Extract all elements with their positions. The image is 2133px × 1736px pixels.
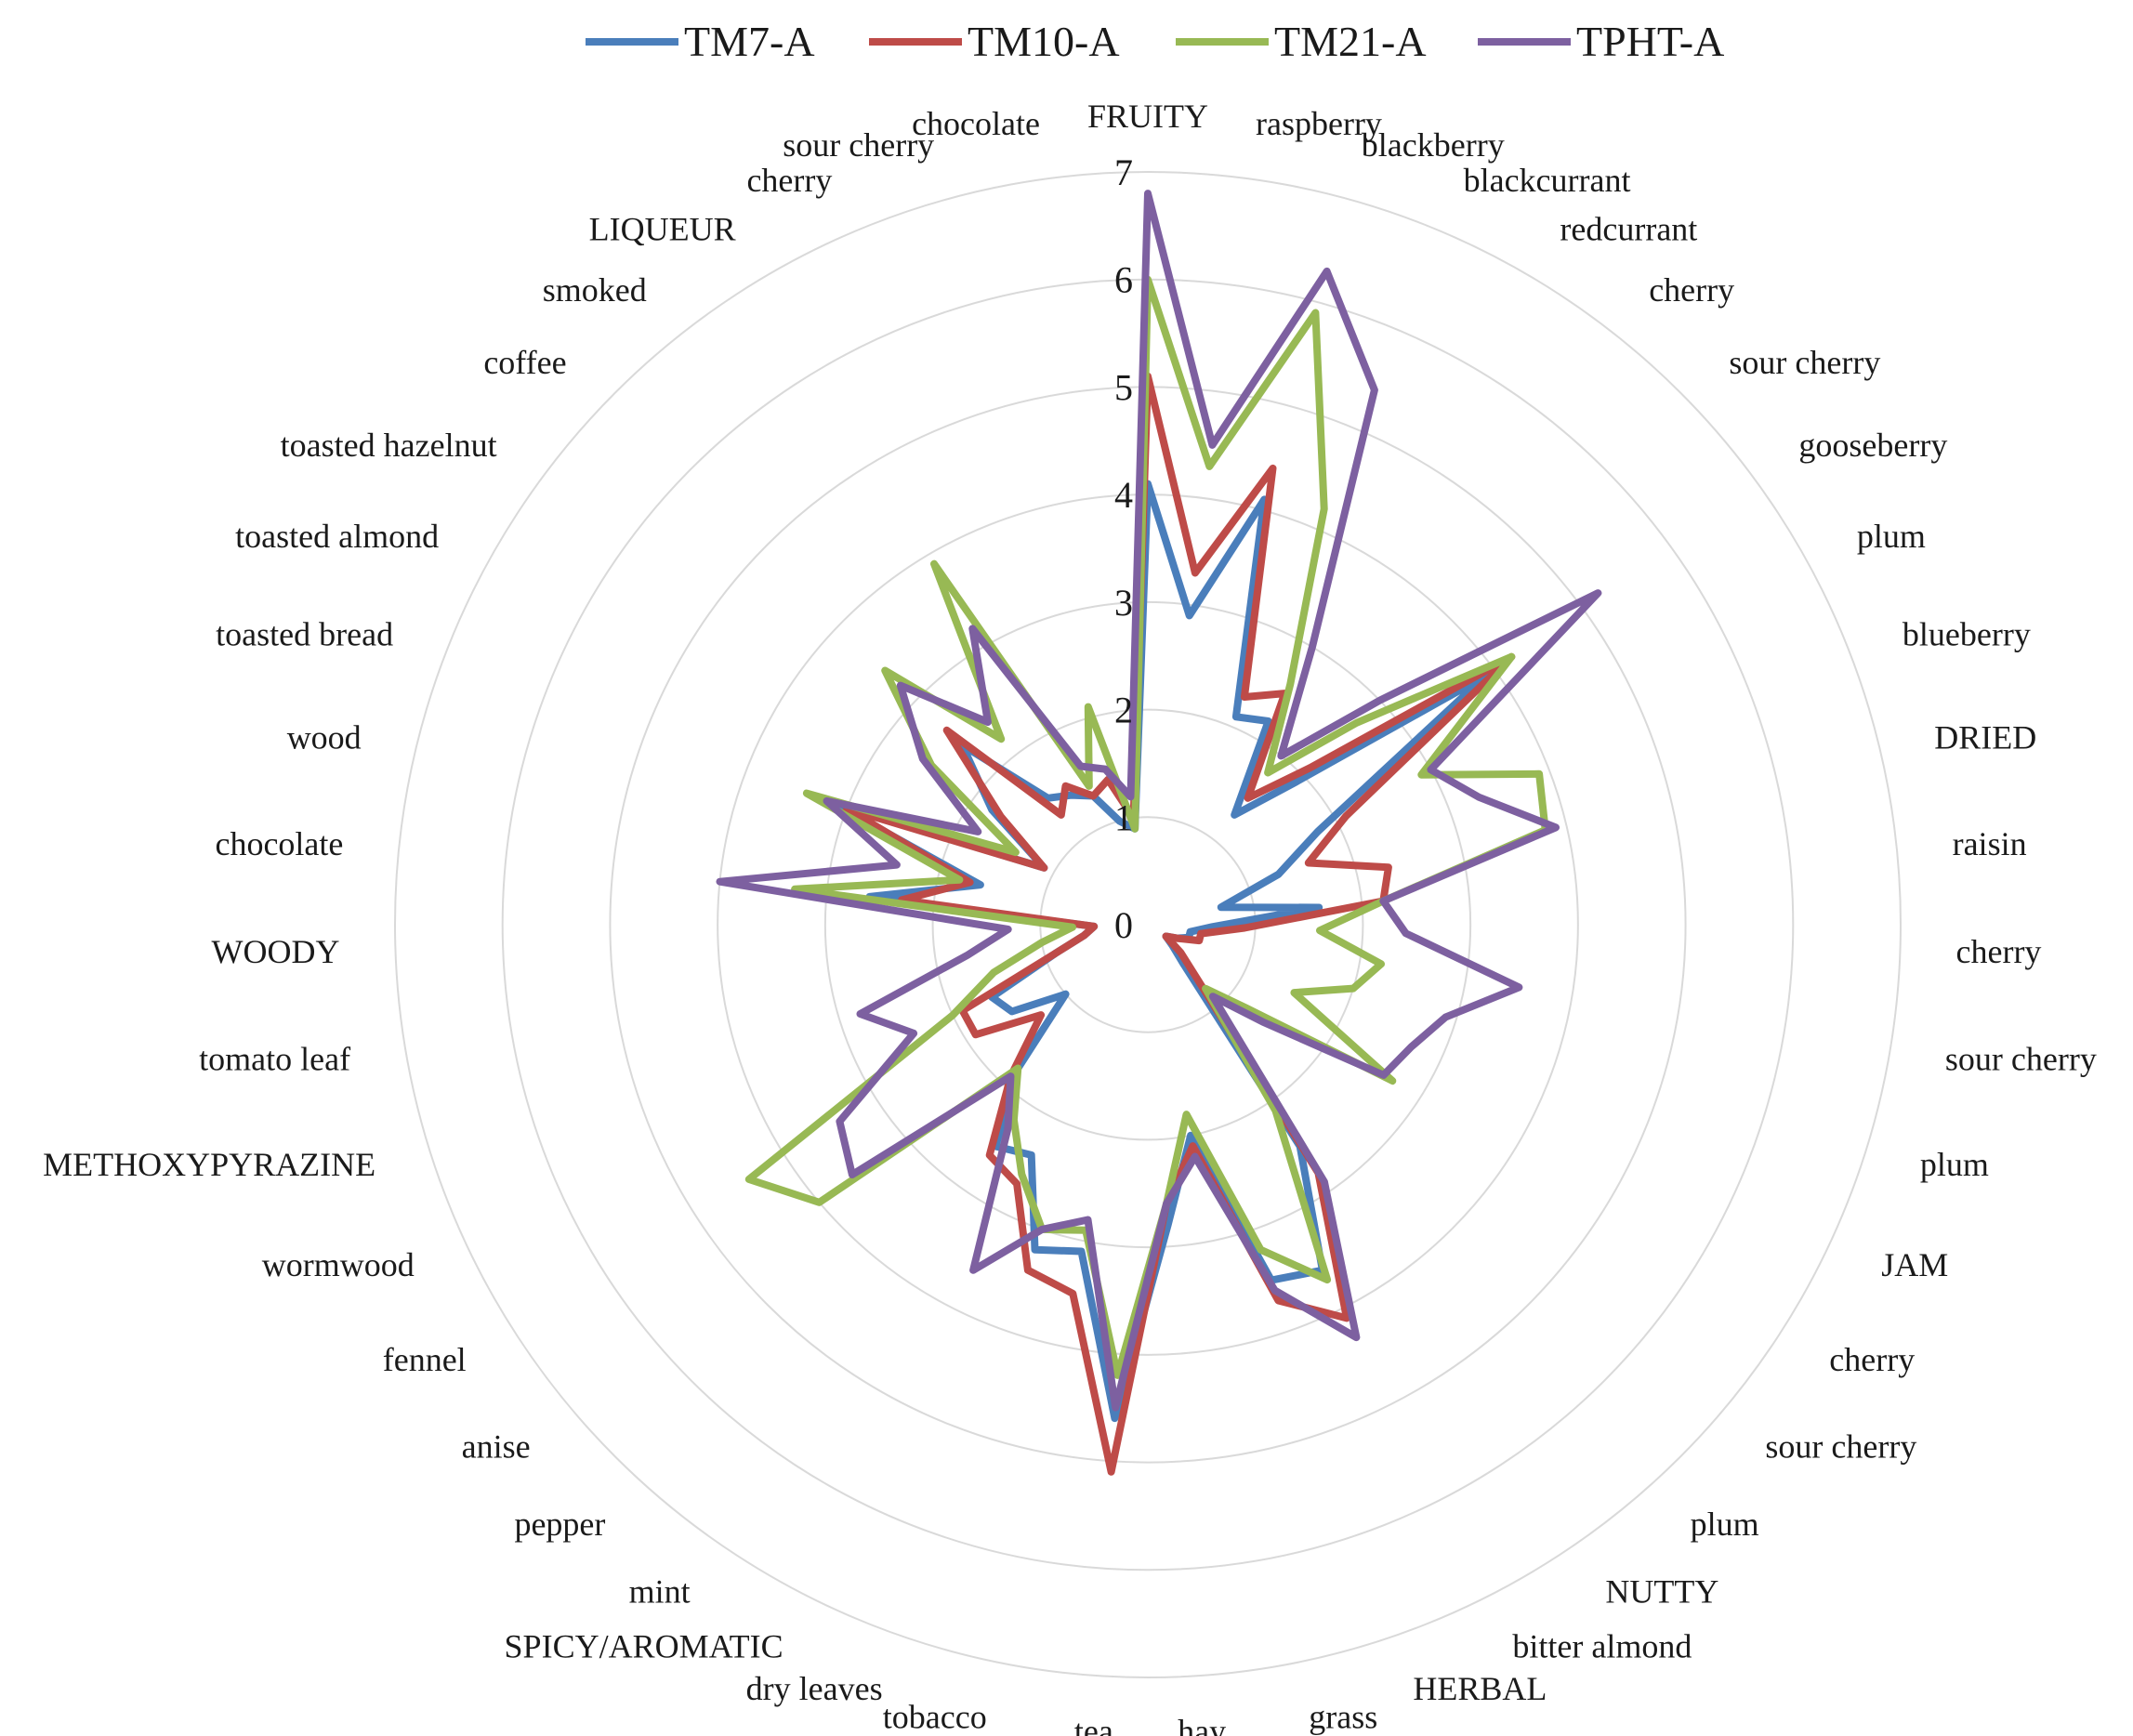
- category-label: anise: [462, 1428, 531, 1466]
- legend-label-tm7-a: TM7-A: [684, 18, 815, 65]
- series-layer: [716, 190, 1602, 1476]
- grid-ring-7: [394, 171, 1902, 1678]
- tick-label: 7: [1114, 151, 1133, 193]
- category-label: mint: [629, 1572, 691, 1610]
- series-tpht-a-line: [716, 190, 1602, 1412]
- category-label: hay: [1178, 1713, 1226, 1736]
- category-label: blackcurrant: [1464, 162, 1631, 199]
- category-label: cherry: [1956, 933, 2042, 970]
- legend-label-tpht-a: TPHT-A: [1576, 18, 1724, 65]
- tick-label: 1: [1114, 796, 1133, 838]
- grid-ring-2: [931, 708, 1364, 1141]
- category-label: raspberry: [1256, 105, 1382, 142]
- tick-label: 5: [1114, 366, 1133, 408]
- category-label: tea: [1074, 1713, 1113, 1736]
- category-label: sour cherry: [783, 126, 934, 164]
- category-label: tomato leaf: [199, 1041, 350, 1078]
- category-label: fennel: [383, 1341, 467, 1378]
- category-label: raisin: [1953, 825, 2027, 862]
- category-label: LIQUEUR: [589, 211, 736, 248]
- legend-label-tm10-a: TM10-A: [968, 18, 1120, 65]
- category-label: HERBAL: [1413, 1670, 1547, 1707]
- grid-ring-3: [823, 600, 1472, 1249]
- tick-label: 4: [1114, 474, 1133, 516]
- series-tm21-a-line: [744, 275, 1549, 1379]
- category-label: chocolate: [912, 105, 1040, 142]
- category-label: redcurrant: [1560, 211, 1697, 248]
- category-label: blackberry: [1362, 126, 1505, 164]
- category-label: cherry: [1649, 271, 1734, 309]
- category-label: sour cherry: [1729, 344, 1880, 381]
- category-label: wood: [287, 718, 362, 756]
- category-label: toasted hazelnut: [281, 427, 497, 464]
- tick-label: 6: [1114, 259, 1133, 301]
- category-label: tobacco: [883, 1699, 987, 1736]
- category-label: WOODY: [212, 933, 340, 970]
- category-label: NUTTY: [1605, 1572, 1718, 1610]
- category-label: toasted bread: [216, 615, 393, 652]
- tick-label: 3: [1114, 582, 1133, 624]
- category-label: toasted almond: [235, 518, 439, 555]
- category-label: plum: [1857, 518, 1926, 555]
- category-label: METHOXYPYRAZINE: [43, 1146, 375, 1183]
- category-label: wormwood: [262, 1246, 415, 1283]
- category-label: coffee: [483, 344, 566, 381]
- category-label: dry leaves: [746, 1670, 883, 1707]
- category-label: cherry: [1829, 1341, 1915, 1378]
- category-label: plum: [1920, 1146, 1989, 1183]
- series-tm10-a-line: [843, 372, 1516, 1476]
- category-label: DRIED: [1934, 718, 2036, 756]
- tick-label: 0: [1114, 904, 1133, 946]
- category-label: blueberry: [1903, 615, 2031, 652]
- category-label: pepper: [514, 1506, 605, 1543]
- radial-tick-labels: 0 1 2 3 4 5 6 7: [1114, 151, 1133, 946]
- legend-label-tm21-a: TM21-A: [1274, 18, 1427, 65]
- category-label: JAM: [1881, 1246, 1948, 1283]
- category-label: cherry: [746, 162, 832, 199]
- category-label: sour cherry: [1765, 1428, 1916, 1466]
- category-label: plum: [1691, 1506, 1759, 1543]
- category-label: smoked: [543, 271, 647, 309]
- category-label: SPICY/AROMATIC: [505, 1628, 783, 1665]
- category-label: bitter almond: [1512, 1628, 1692, 1665]
- category-label: grass: [1309, 1699, 1377, 1736]
- category-label: chocolate: [215, 825, 343, 862]
- category-label: FRUITY: [1087, 98, 1208, 135]
- tick-label: 2: [1114, 690, 1133, 731]
- category-label: gooseberry: [1798, 427, 1947, 464]
- category-label: sour cherry: [1945, 1041, 2097, 1078]
- grid-ring-4: [717, 493, 1579, 1356]
- legend: TM7-A TM10-A TM21-A TPHT-A: [586, 18, 1724, 65]
